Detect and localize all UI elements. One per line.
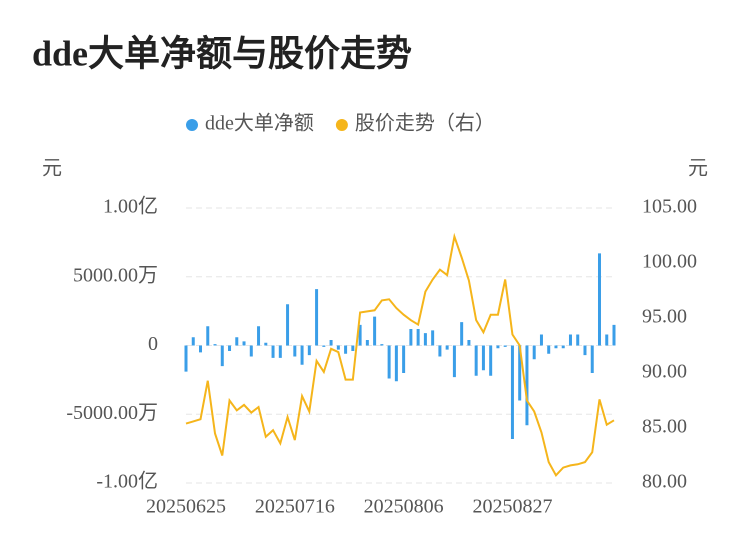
y2-tick-label: 95.00 [642, 306, 687, 328]
y2-tick-label: 80.00 [642, 471, 687, 493]
chart-title: dde大单净额与股价走势 [32, 33, 412, 73]
bar [496, 345, 500, 349]
bar [235, 337, 239, 346]
bar [199, 345, 203, 353]
bar [474, 345, 478, 376]
y2-tick-label: 105.00 [642, 196, 697, 218]
bar [307, 345, 311, 356]
bar [336, 345, 340, 350]
bar [402, 345, 406, 373]
bar [539, 334, 543, 346]
bar [394, 345, 398, 382]
y2-tick-label: 85.00 [642, 416, 687, 438]
bar [467, 340, 471, 346]
bar [423, 333, 427, 346]
bar [206, 326, 210, 346]
bar [452, 345, 456, 378]
bar [264, 342, 268, 346]
y-axis-label: 元 [42, 158, 62, 180]
bar [365, 340, 369, 346]
y-tick-label: -1.00亿 [96, 470, 158, 493]
bar [518, 345, 522, 401]
bar [489, 345, 493, 376]
y2-tick-label: 90.00 [642, 361, 687, 383]
bar [184, 345, 188, 372]
bar [445, 345, 449, 350]
bar [612, 324, 616, 346]
bar [387, 345, 391, 379]
bar [503, 345, 507, 347]
bar [257, 326, 261, 346]
bar [431, 330, 435, 346]
y2-tick-label: 100.00 [642, 251, 697, 273]
bar [568, 334, 572, 346]
bar [191, 337, 195, 346]
bar [460, 322, 464, 346]
bar [576, 334, 580, 346]
bar [510, 345, 514, 439]
legend-marker [186, 119, 198, 131]
y-tick-label: 0 [148, 333, 158, 355]
bar [583, 345, 587, 356]
bar [315, 289, 319, 346]
bar [373, 316, 377, 346]
y2-axis-label: 元 [688, 158, 708, 180]
bar [249, 345, 253, 357]
bar [547, 345, 551, 354]
legend-label: 股价走势（右） [355, 112, 495, 135]
bar [554, 345, 558, 349]
bar [532, 345, 536, 360]
bar [438, 345, 442, 357]
bar [322, 345, 326, 347]
bar [409, 329, 413, 346]
price-line [185, 232, 615, 477]
x-tick-label: 20250827 [472, 496, 552, 518]
bar [271, 345, 275, 358]
bar [293, 345, 297, 357]
bar [358, 324, 362, 346]
bar [380, 344, 384, 346]
y-tick-label: 5000.00万 [73, 264, 158, 286]
bar [329, 340, 333, 346]
legend-marker [335, 119, 348, 131]
legend-label: dde大单净额 [205, 112, 314, 135]
bar [278, 345, 282, 358]
bar [228, 345, 232, 351]
bar [590, 345, 594, 373]
x-tick-label: 20250625 [146, 496, 226, 518]
y-tick-label: 1.00亿 [103, 195, 158, 218]
bar [242, 341, 246, 346]
bar [286, 304, 290, 346]
bar [561, 345, 565, 349]
bar [481, 345, 485, 371]
bar [597, 253, 601, 346]
bar [416, 329, 420, 346]
bar [220, 345, 224, 367]
y-tick-label: -5000.00万 [66, 402, 158, 424]
bar [605, 334, 609, 346]
bar [300, 345, 304, 365]
x-tick-label: 20250806 [364, 496, 444, 518]
bar [344, 345, 348, 354]
bar [213, 344, 217, 346]
x-tick-label: 20250716 [255, 496, 335, 518]
bar [525, 345, 529, 426]
bar [351, 345, 355, 351]
